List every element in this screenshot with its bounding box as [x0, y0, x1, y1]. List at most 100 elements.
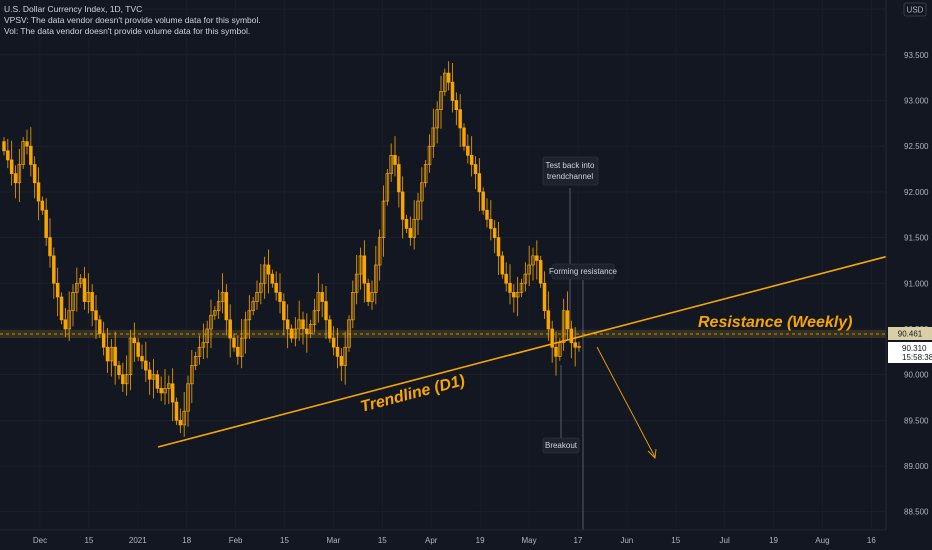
candle [492, 220, 497, 254]
time-tick-label: Feb [229, 536, 243, 545]
candle [71, 284, 75, 327]
candle [312, 298, 317, 333]
candle [178, 408, 183, 434]
vpsv-note: VPSV: The data vendor doesn't provide vo… [4, 15, 261, 25]
candle [293, 317, 298, 347]
candle [466, 134, 470, 164]
candle [500, 251, 505, 279]
candle [197, 335, 202, 365]
candle [427, 134, 432, 173]
candle [94, 295, 98, 340]
candle [285, 304, 290, 349]
time-tick-label: 19 [769, 536, 778, 545]
candle [266, 249, 271, 294]
candle [140, 344, 144, 370]
candle [431, 108, 436, 159]
candle [297, 300, 301, 341]
candle [435, 101, 439, 144]
candle [527, 245, 531, 287]
time-tick-label: Jun [620, 536, 633, 545]
candle [416, 192, 420, 235]
candle [128, 329, 133, 391]
candle [144, 341, 148, 382]
time-tick-label: May [521, 536, 536, 545]
price-tick-label: 89.000 [904, 462, 929, 471]
last-price-text: 90.310 [902, 344, 927, 353]
time-tick-label: 15 [378, 536, 387, 545]
price-tick-label: 91.000 [904, 279, 929, 288]
price-tick-label: 88.500 [904, 508, 929, 517]
price-tick-label: 93.500 [904, 51, 929, 60]
price-tick-label: 92.000 [904, 188, 929, 197]
candle [32, 156, 37, 199]
candle [25, 129, 29, 155]
candle [6, 138, 10, 169]
candle [443, 68, 447, 96]
candle [193, 351, 198, 371]
candle [262, 256, 267, 299]
candle [21, 137, 25, 170]
candle [174, 397, 179, 425]
candle [247, 295, 252, 340]
candle [335, 328, 340, 369]
candle [404, 214, 409, 234]
annotation-forming-resistance: Forming resistance [549, 263, 618, 280]
time-tick-label: 16 [867, 536, 876, 545]
resistance-band [0, 330, 886, 338]
candle [351, 280, 355, 329]
price-tick-label: 89.500 [904, 416, 929, 425]
candle [496, 222, 501, 276]
candle [98, 315, 102, 339]
candle [44, 198, 48, 246]
candle [90, 284, 94, 327]
last-price-tag [888, 342, 932, 363]
candle [209, 299, 213, 349]
candle [78, 274, 83, 288]
annotation-test-back: Test back into trendchannel [542, 156, 599, 186]
candle [82, 266, 87, 310]
resistance-price-tag [888, 327, 932, 340]
candle [55, 267, 60, 317]
currency-badge [903, 2, 927, 17]
candle [397, 156, 401, 208]
candle [75, 267, 79, 312]
svg-text:trendchannel: trendchannel [547, 172, 593, 181]
candle [282, 293, 286, 336]
price-axis-bg [886, 0, 932, 550]
candle [220, 273, 225, 314]
candle [182, 392, 186, 437]
candle [155, 370, 160, 393]
price-tick-label: 93.000 [904, 97, 929, 106]
candle [354, 254, 359, 305]
currency-label: USD [907, 6, 924, 15]
projection-arrow-line [596, 346, 656, 458]
candle [481, 187, 485, 215]
time-tick-label: Mar [327, 536, 341, 545]
candle [216, 289, 221, 319]
candles [2, 61, 581, 437]
grid-lines [0, 8, 886, 513]
time-axis[interactable]: Dec 15 2021 18 Feb 15 Mar 15 Apr 19 May 17 Jun 15 Jul 1… [33, 536, 876, 545]
candle [381, 185, 386, 257]
candle [136, 338, 140, 361]
time-tick-label: Jul [720, 536, 730, 545]
price-tick-label: 91.500 [904, 234, 929, 243]
candle [52, 247, 56, 299]
svg-text:Test back into: Test back into [546, 161, 595, 170]
candle [458, 94, 462, 148]
annotation-breakout: Breakout [542, 437, 580, 454]
candle [535, 240, 539, 280]
candle [504, 262, 508, 292]
candle [13, 165, 18, 199]
time-tick-label: Aug [815, 536, 829, 545]
candle [29, 127, 33, 177]
candle [36, 167, 41, 221]
time-tick-label: 15 [671, 536, 680, 545]
countdown-text: 15:58:38 [902, 353, 932, 362]
candle [554, 331, 558, 376]
candle [147, 361, 152, 395]
candle [565, 291, 570, 341]
candle [420, 167, 424, 221]
